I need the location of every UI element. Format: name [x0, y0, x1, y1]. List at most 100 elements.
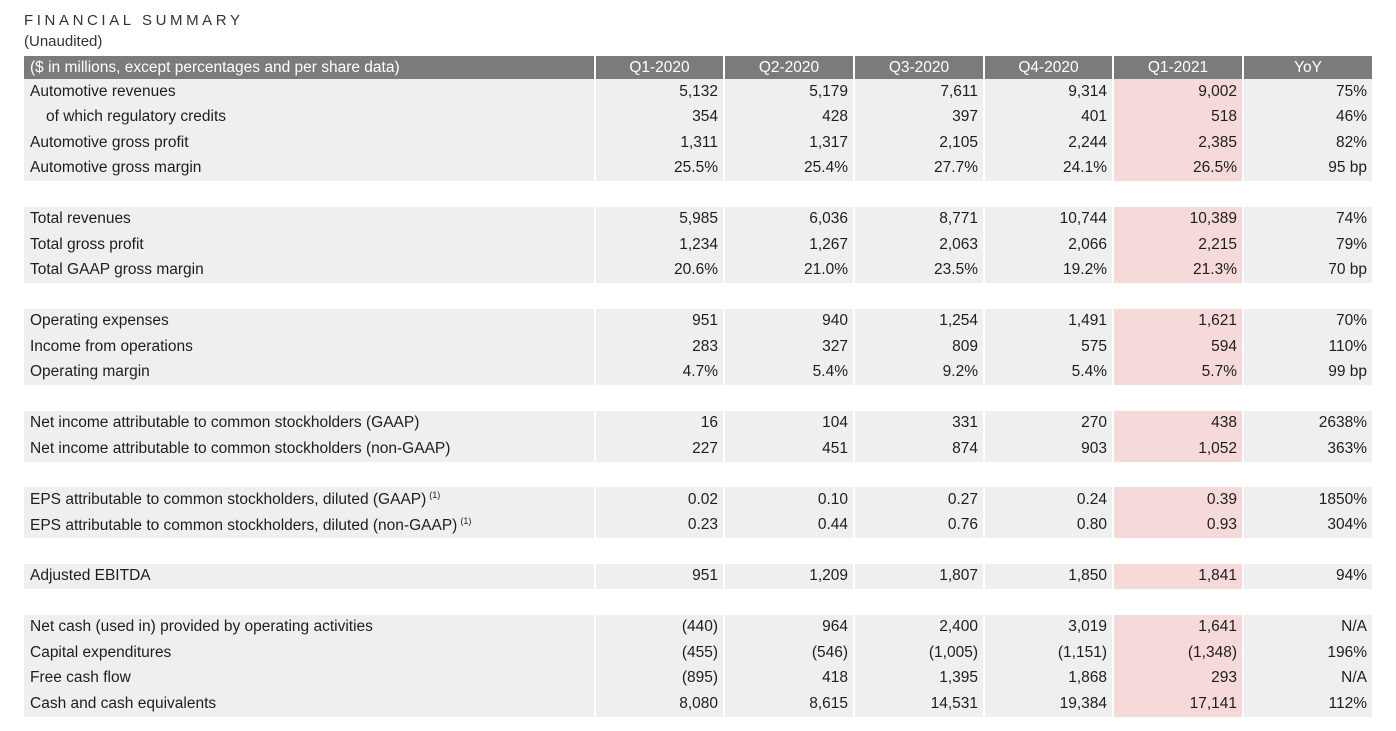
table-row: Net income attributable to common stockh… [24, 410, 1372, 436]
table-row: Total revenues 5,985 6,036 8,771 10,744 10,38… [24, 206, 1372, 232]
yoy-cell: 196% [1244, 640, 1372, 666]
value-cell: 3,019 [985, 614, 1114, 640]
value-cell: 874 [855, 436, 985, 462]
financial-summary-table: ($ in millions, except percentages and p… [24, 56, 1372, 717]
value-cell: 940 [725, 308, 855, 334]
row-label: Automotive gross margin [24, 155, 596, 181]
yoy-cell: 94% [1244, 563, 1372, 589]
value-cell: 594 [1114, 334, 1244, 360]
value-cell: 26.5% [1114, 155, 1244, 181]
value-cell: 21.0% [725, 257, 855, 283]
value-cell: 1,491 [985, 308, 1114, 334]
report-subtitle: (Unaudited) [24, 33, 103, 50]
value-cell: 2,066 [985, 232, 1114, 258]
value-cell: 10,744 [985, 206, 1114, 232]
value-cell: 0.44 [725, 512, 855, 538]
value-cell: (1,151) [985, 640, 1114, 666]
yoy-cell: 75% [1244, 79, 1372, 105]
spacer-cell [24, 181, 1372, 207]
value-cell: 1,254 [855, 308, 985, 334]
table-row: EPS attributable to common stockholders,… [24, 487, 1372, 513]
row-label: Total revenues [24, 206, 596, 232]
value-cell: 19,384 [985, 691, 1114, 717]
row-label-text: Net income attributable to common stockh… [30, 439, 451, 457]
row-label-text: Free cash flow [30, 669, 131, 687]
value-cell: 0.27 [855, 487, 985, 513]
yoy-cell: N/A [1244, 665, 1372, 691]
row-label-text: Automotive gross profit [30, 133, 189, 151]
row-label: Automotive revenues [24, 79, 596, 105]
value-cell: 518 [1114, 104, 1244, 130]
header-units-note: ($ in millions, except percentages and p… [24, 56, 596, 79]
value-cell: 0.76 [855, 512, 985, 538]
value-cell: (440) [596, 614, 725, 640]
value-cell: 438 [1114, 410, 1244, 436]
yoy-cell: 110% [1244, 334, 1372, 360]
value-cell: 575 [985, 334, 1114, 360]
row-label-text: Total gross profit [30, 235, 144, 253]
table-row: Cash and cash equivalents 8,080 8,615 14,53… [24, 691, 1372, 717]
yoy-cell: 74% [1244, 206, 1372, 232]
yoy-cell: 112% [1244, 691, 1372, 717]
row-label: Cash and cash equivalents [24, 691, 596, 717]
table-row: Adjusted EBITDA 951 1,209 1,807 1,850 1,841 94… [24, 563, 1372, 589]
value-cell: 5.4% [725, 359, 855, 385]
value-cell: 1,868 [985, 665, 1114, 691]
yoy-cell: 1850% [1244, 487, 1372, 513]
row-label-text: Operating expenses [30, 312, 169, 330]
value-cell: 1,641 [1114, 614, 1244, 640]
value-cell: 2,105 [855, 130, 985, 156]
value-cell: 1,841 [1114, 563, 1244, 589]
row-label-text: Total revenues [30, 210, 131, 228]
row-label-text: Cash and cash equivalents [30, 694, 217, 712]
value-cell: (895) [596, 665, 725, 691]
value-cell: 24.1% [985, 155, 1114, 181]
value-cell: 8,771 [855, 206, 985, 232]
value-cell: 21.3% [1114, 257, 1244, 283]
row-label: Total gross profit [24, 232, 596, 258]
group-spacer [24, 181, 1372, 207]
row-label: Automotive gross profit [24, 130, 596, 156]
value-cell: 1,209 [725, 563, 855, 589]
value-cell: 25.5% [596, 155, 725, 181]
group-spacer [24, 538, 1372, 564]
value-cell: 1,311 [596, 130, 725, 156]
row-label-text: Operating margin [30, 363, 150, 381]
value-cell: 327 [725, 334, 855, 360]
table-row: Automotive gross margin 25.5% 25.4% 27.7% 24… [24, 155, 1372, 181]
row-label-text: of which regulatory credits [46, 108, 227, 126]
value-cell: 9.2% [855, 359, 985, 385]
value-cell: 5.7% [1114, 359, 1244, 385]
value-cell: 1,234 [596, 232, 725, 258]
value-cell: 2,400 [855, 614, 985, 640]
value-cell: 0.80 [985, 512, 1114, 538]
value-cell: 16 [596, 410, 725, 436]
value-cell: 8,615 [725, 691, 855, 717]
row-label-text: Income from operations [30, 337, 193, 355]
value-cell: 1,395 [855, 665, 985, 691]
header-q1-2021: Q1-2021 [1114, 56, 1244, 79]
table-row: Capital expenditures (455) (546) (1,005) (1,… [24, 640, 1372, 666]
value-cell: 7,611 [855, 79, 985, 105]
value-cell: 5,132 [596, 79, 725, 105]
table-row: Net cash (used in) provided by operating… [24, 614, 1372, 640]
footnote-marker: (1) [429, 490, 441, 501]
value-cell: 19.2% [985, 257, 1114, 283]
value-cell: 1,267 [725, 232, 855, 258]
value-cell: 20.6% [596, 257, 725, 283]
value-cell: (1,348) [1114, 640, 1244, 666]
value-cell: 1,621 [1114, 308, 1244, 334]
table-row: Operating expenses 951 940 1,254 1,491 1,621 7… [24, 308, 1372, 334]
row-label: Operating margin [24, 359, 596, 385]
table-row: Income from operations 283 327 809 575 594 110… [24, 334, 1372, 360]
value-cell: 104 [725, 410, 855, 436]
spacer-cell [24, 283, 1372, 309]
spacer-cell [24, 385, 1372, 411]
row-label-text: Automotive gross margin [30, 159, 202, 177]
value-cell: 2,215 [1114, 232, 1244, 258]
value-cell: 6,036 [725, 206, 855, 232]
value-cell: 1,807 [855, 563, 985, 589]
value-cell: 25.4% [725, 155, 855, 181]
value-cell: 428 [725, 104, 855, 130]
value-cell: 270 [985, 410, 1114, 436]
